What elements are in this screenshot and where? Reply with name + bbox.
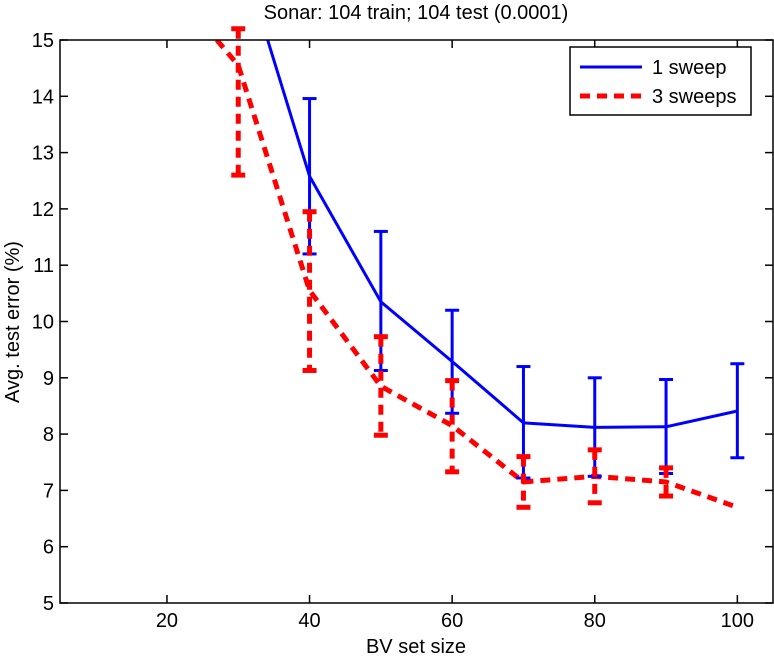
x-tick-label: 60 bbox=[441, 610, 463, 632]
y-tick-label: 15 bbox=[32, 30, 54, 52]
x-tick-label: 100 bbox=[721, 610, 754, 632]
legend-label-series-2: 3 sweeps bbox=[652, 86, 737, 108]
x-axis-label: BV set size bbox=[366, 636, 466, 657]
legend-label-series-1: 1 sweep bbox=[652, 57, 727, 79]
y-tick-label: 14 bbox=[32, 86, 54, 108]
y-axis-label: Avg. test error (%) bbox=[2, 241, 24, 403]
y-tick-label: 7 bbox=[43, 480, 54, 502]
chart-title: Sonar: 104 train; 104 test (0.0001) bbox=[264, 2, 569, 24]
y-tick-label: 6 bbox=[43, 537, 54, 559]
y-tick-label: 10 bbox=[32, 312, 54, 334]
series-1-line bbox=[266, 40, 738, 429]
plot-frame bbox=[59, 39, 774, 604]
y-tick-label: 9 bbox=[43, 368, 54, 390]
series-2-line bbox=[214, 40, 739, 510]
x-tick-label: 80 bbox=[584, 610, 606, 632]
y-tick-label: 11 bbox=[33, 255, 54, 277]
y-tick-label: 5 bbox=[43, 593, 54, 615]
y-tick-label: 13 bbox=[32, 143, 54, 165]
x-tick-label: 20 bbox=[156, 610, 178, 632]
x-tick-label: 40 bbox=[298, 610, 320, 632]
y-tick-label: 8 bbox=[43, 424, 54, 446]
legend-box bbox=[569, 46, 752, 116]
y-tick-label: 12 bbox=[32, 199, 54, 221]
